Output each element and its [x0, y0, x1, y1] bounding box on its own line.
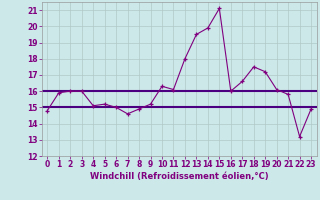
X-axis label: Windchill (Refroidissement éolien,°C): Windchill (Refroidissement éolien,°C) [90, 172, 268, 181]
